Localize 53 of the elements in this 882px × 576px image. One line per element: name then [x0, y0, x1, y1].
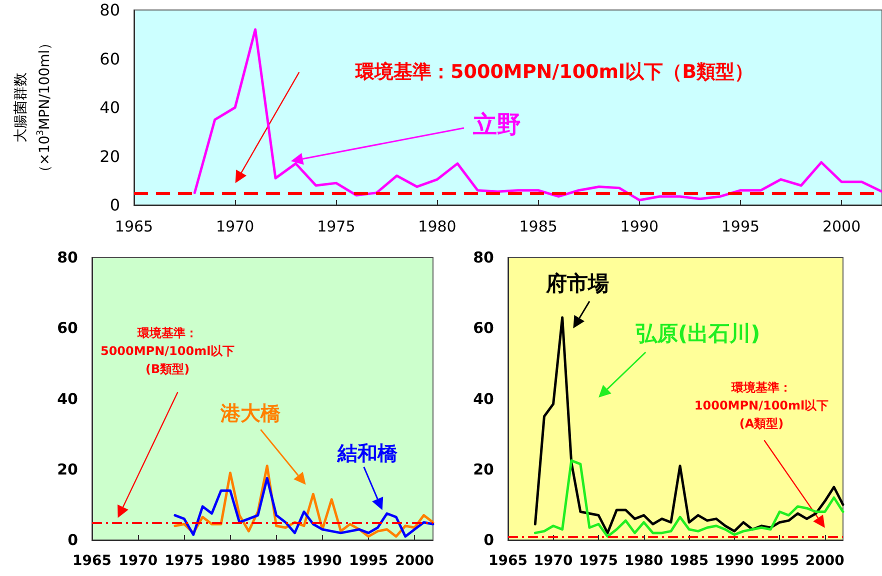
- x-tick-label: 1995: [349, 553, 388, 569]
- x-tick-label: 2000: [395, 553, 434, 569]
- y-tick-label: 60: [100, 49, 120, 68]
- x-tick-label: 1990: [302, 553, 342, 569]
- x-tick-label: 1980: [624, 553, 664, 569]
- x-tick-label: 2000: [822, 218, 861, 236]
- y-tick-label: 20: [100, 146, 120, 166]
- series-label: 府市場: [545, 272, 610, 296]
- x-tick-label: 1965: [114, 218, 154, 236]
- y-tick-label: 40: [473, 390, 494, 408]
- x-tick-label: 2000: [805, 553, 845, 569]
- y-tick-label: 0: [484, 531, 494, 549]
- x-tick-label: 1965: [488, 553, 528, 569]
- x-tick-label: 1990: [714, 553, 754, 569]
- x-tick-label: 1975: [317, 218, 356, 236]
- x-tick-label: 1980: [418, 218, 456, 236]
- text: （×103MPN/100ml）: [36, 36, 53, 180]
- x-tick-label: 1995: [721, 218, 760, 236]
- line-series: [534, 459, 844, 538]
- x-tick-label: 1970: [118, 553, 158, 569]
- series-label: 立野: [472, 110, 521, 139]
- y-tick-label: 40: [100, 98, 120, 117]
- y-tick-label: 20: [57, 460, 78, 478]
- y-tick-label: 40: [57, 390, 78, 408]
- line-series: [174, 476, 434, 538]
- x-tick-label: 1975: [164, 553, 204, 569]
- line-series: [534, 316, 844, 534]
- y-tick-label: 0: [68, 531, 78, 549]
- x-tick-label: 1990: [620, 218, 658, 236]
- x-tick-label: 1985: [256, 553, 296, 569]
- y-tick-label: 60: [57, 319, 78, 338]
- ref-line-label: 環境基準： 5000MPN/100ml以下 (B類型): [100, 326, 235, 376]
- y-tick-label: 80: [473, 248, 494, 266]
- line-series: [193, 28, 882, 202]
- x-tick-label: 1985: [519, 218, 558, 236]
- ref-line-label: 環境基準：5000MPN/100ml以下（B類型）: [354, 61, 754, 84]
- y-tick-label: 0: [110, 196, 120, 214]
- y-tick-label: 80: [57, 248, 78, 266]
- x-tick-label: 1980: [210, 553, 250, 569]
- text: 港大橋: [220, 400, 282, 425]
- text: 結和橋: [336, 441, 399, 466]
- x-tick-label: 1985: [670, 553, 709, 569]
- x-tick-label: 1975: [579, 553, 618, 569]
- text: 弘原(出石川): [635, 321, 760, 346]
- x-tick-label: 1970: [534, 553, 574, 569]
- y-axis-title: 大腸菌群数: [13, 72, 29, 142]
- y-tick-label: 60: [473, 319, 494, 338]
- x-tick-label: 1965: [72, 553, 112, 569]
- y-tick-label: 20: [473, 460, 494, 478]
- y-tick-label: 80: [100, 0, 120, 20]
- x-tick-label: 1995: [760, 553, 800, 569]
- x-tick-label: 1970: [216, 218, 254, 236]
- ref-line-label: 環境基準： 1000MPN/100ml以下 (A類型): [694, 380, 829, 430]
